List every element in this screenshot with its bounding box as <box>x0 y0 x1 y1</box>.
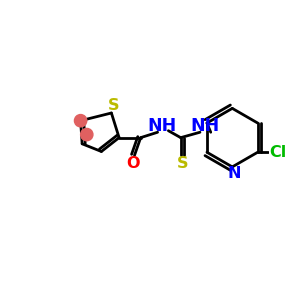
Text: S: S <box>108 98 119 113</box>
Text: NH: NH <box>190 117 219 135</box>
Text: NH: NH <box>148 117 177 135</box>
Text: O: O <box>126 155 140 170</box>
Text: N: N <box>227 166 241 181</box>
Text: Cl: Cl <box>269 145 286 160</box>
Text: S: S <box>176 155 188 170</box>
Circle shape <box>74 115 87 127</box>
Circle shape <box>81 128 93 141</box>
